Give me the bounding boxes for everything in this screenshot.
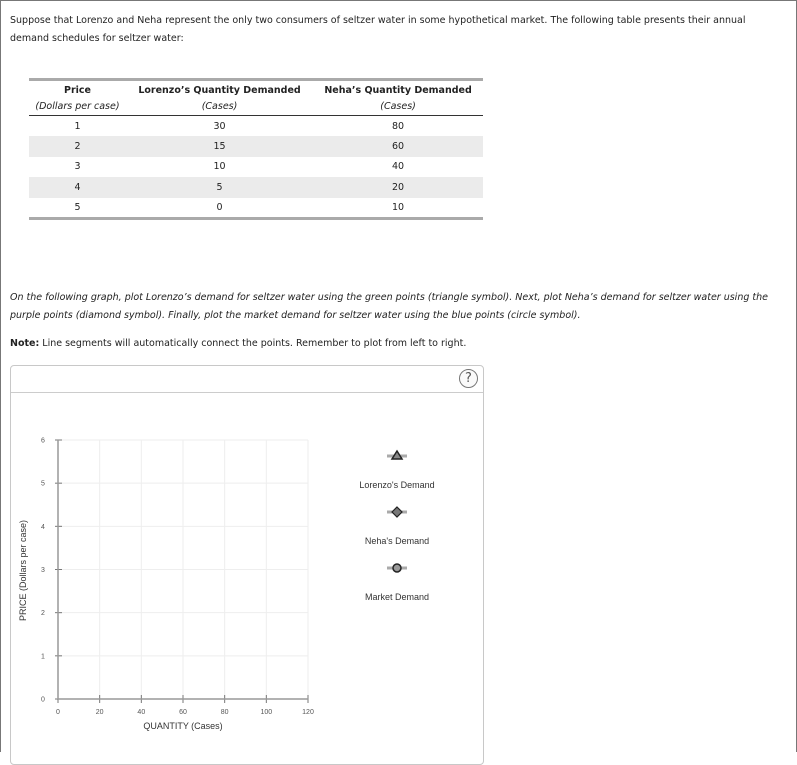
x-tick-label: 0	[56, 709, 60, 716]
x-tick-label: 20	[96, 709, 104, 716]
y-tick-label: 4	[41, 524, 45, 531]
y-tick-label: 5	[41, 481, 45, 488]
instructions-text: On the following graph, plot Lorenzo’s d…	[10, 292, 768, 321]
table-row: 3 10 40	[29, 157, 483, 178]
triangle-icon[interactable]	[390, 449, 404, 460]
cell: 60	[313, 136, 483, 157]
note-text: Note: Line segments will automatically c…	[10, 338, 466, 349]
x-tick-label: 60	[179, 709, 187, 716]
table-row: 2 15 60	[29, 136, 483, 157]
cell: 2	[29, 136, 126, 157]
x-tick-label: 120	[302, 709, 314, 716]
y-tick-label: 1	[41, 653, 45, 660]
legend-label: Market Demand	[365, 592, 429, 602]
cell: 4	[29, 177, 126, 198]
y-tick-label: 6	[41, 438, 45, 445]
cell: 15	[125, 136, 314, 157]
cell: 10	[213, 161, 226, 173]
y-tick-label: 2	[41, 610, 45, 617]
cell: 5	[125, 177, 314, 198]
intro-text: Suppose that Lorenzo and Neha represent …	[10, 15, 746, 44]
graph-panel-header	[11, 366, 483, 393]
header-neha: Neha’s Quantity Demanded	[324, 85, 472, 97]
table-row: 1 30 80	[29, 116, 483, 137]
legend-label: Lorenzo's Demand	[359, 480, 434, 490]
header-lorenzo-unit: (Cases)	[125, 97, 314, 116]
table-row: 5 0 10	[29, 198, 483, 219]
legend-label: Neha's Demand	[365, 536, 429, 546]
y-tick-label: 0	[41, 697, 45, 704]
x-tick-label: 80	[221, 709, 229, 716]
cell: 0	[216, 201, 223, 213]
header-price: Price	[63, 85, 91, 97]
help-icon[interactable]: ?	[459, 369, 478, 388]
note-body: Line segments will automatically connect…	[39, 338, 467, 349]
y-axis-label: PRICE (Dollars per case)	[18, 520, 28, 621]
note-label: Note:	[10, 338, 40, 349]
demand-table: Price Lorenzo’s Quantity Demanded Neha’s…	[29, 78, 483, 220]
diamond-icon[interactable]	[391, 506, 403, 518]
header-price-unit: (Dollars per case)	[29, 97, 126, 116]
header-neha-unit: (Cases)	[313, 97, 483, 116]
cell: 5	[74, 201, 81, 213]
x-axis-label: QUANTITY (Cases)	[143, 721, 222, 731]
cell: 40	[392, 161, 405, 173]
cell: 20	[313, 177, 483, 198]
cell: 10	[392, 201, 405, 213]
header-lorenzo: Lorenzo’s Quantity Demanded	[138, 85, 301, 97]
y-tick-label: 3	[41, 567, 45, 574]
table-row: 4 5 20	[29, 177, 483, 198]
cell: 1	[74, 120, 81, 132]
cell: 30	[213, 120, 226, 132]
circle-icon[interactable]	[392, 563, 402, 573]
x-tick-label: 100	[260, 709, 272, 716]
cell: 3	[74, 161, 81, 173]
x-tick-label: 40	[137, 709, 145, 716]
cell: 80	[392, 120, 405, 132]
